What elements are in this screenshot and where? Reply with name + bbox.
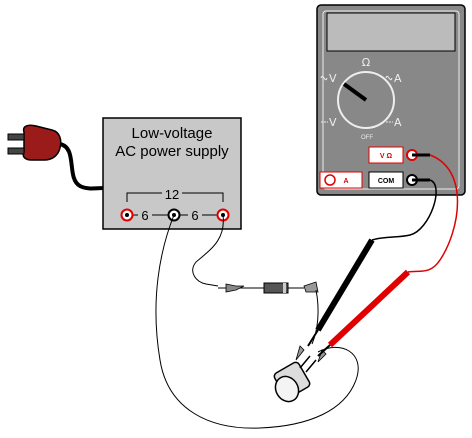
rotary-selector-icon[interactable]	[337, 71, 395, 129]
supply-title-line1: Low-voltage	[132, 125, 213, 142]
dial-label-acv: V	[329, 72, 337, 85]
ac-plug-icon	[7, 124, 105, 191]
svg-text:COM: COM	[378, 178, 395, 185]
terminal-left[interactable]	[120, 208, 134, 222]
diode-icon	[218, 281, 319, 345]
jack-a[interactable]: A	[319, 171, 363, 189]
wire-center-to-motor	[155, 214, 359, 429]
dial-label-dcv: V	[329, 116, 337, 129]
dial-label-ohm: Ω	[362, 56, 370, 69]
multimeter: Ω OFF V V A A V Ω COM A	[316, 4, 466, 196]
test-lead-red[interactable]	[317, 153, 459, 357]
svg-text:A: A	[343, 178, 348, 185]
dial-label-aca: A	[394, 72, 402, 85]
dial-label-dca: A	[394, 116, 402, 129]
tap-label-12: 12	[165, 187, 179, 202]
alligator-clip-icon	[303, 281, 319, 293]
motor-icon	[273, 345, 327, 403]
supply-title-line2: AC power supply	[115, 143, 229, 160]
test-lead-black[interactable]	[307, 178, 437, 347]
tap-label-left-6: 6	[141, 208, 148, 223]
meter-display	[326, 12, 456, 52]
svg-text:V Ω: V Ω	[380, 153, 393, 160]
power-supply: Low-voltage AC power supply 12 6 6	[102, 117, 242, 230]
dial-label-off: OFF	[361, 135, 373, 141]
wire-right-to-clip	[192, 214, 224, 287]
tap-label-right-6: 6	[191, 208, 198, 223]
